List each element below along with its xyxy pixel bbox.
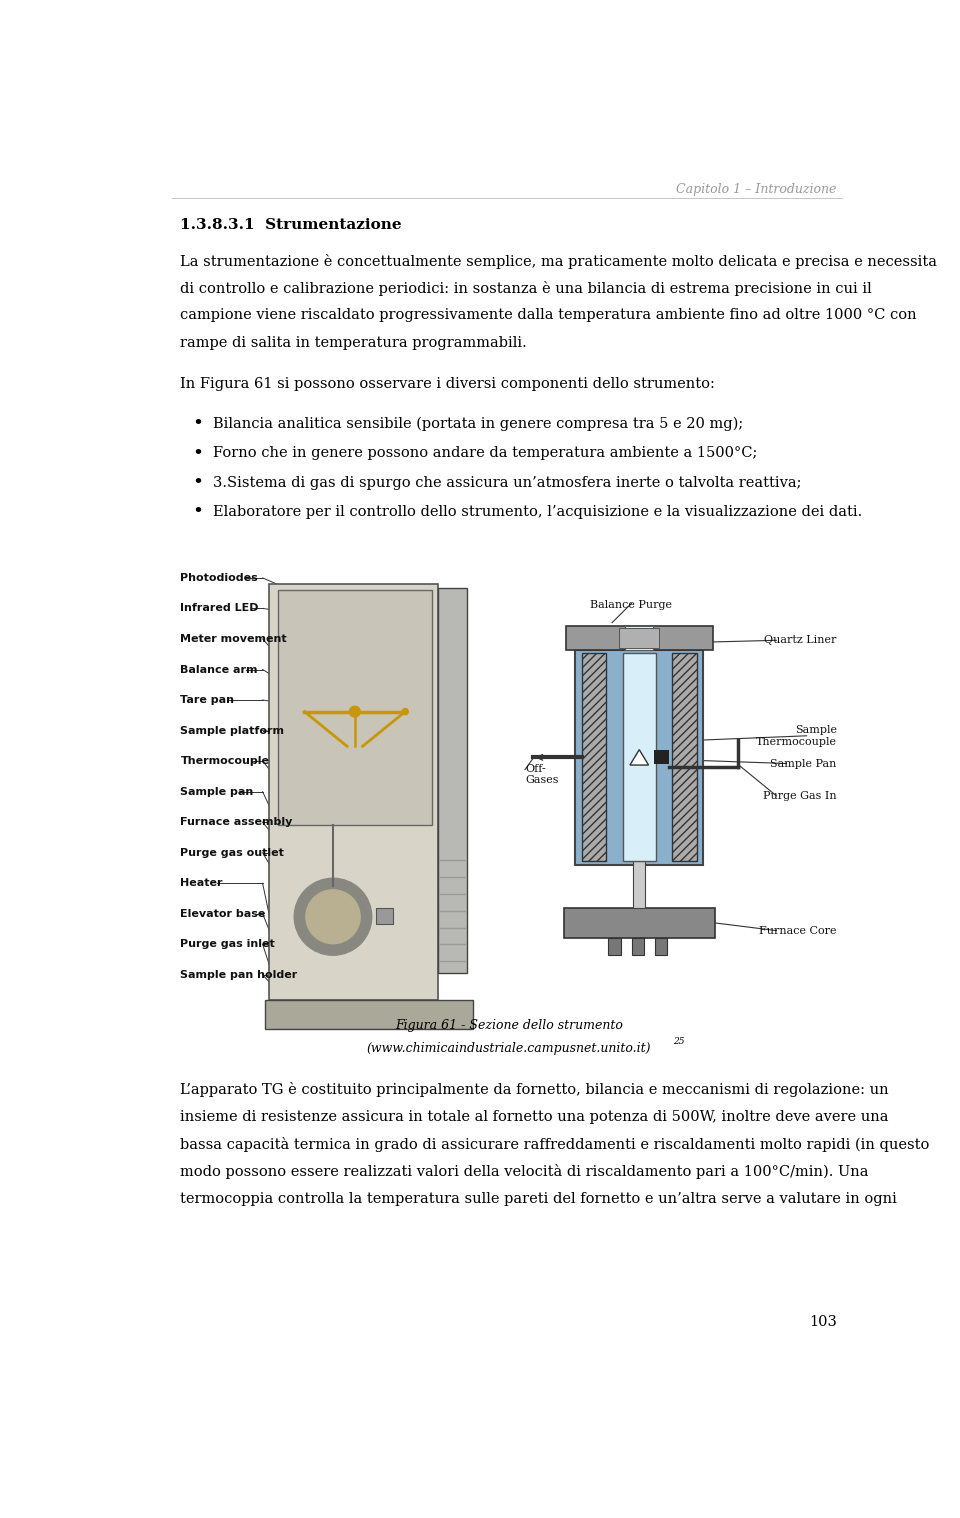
Circle shape <box>349 706 360 716</box>
Text: Tare pan: Tare pan <box>180 695 234 704</box>
Text: Figura 61 - Sezione dello strumento: Figura 61 - Sezione dello strumento <box>395 1019 623 1032</box>
Polygon shape <box>630 750 649 765</box>
Text: termocoppia controlla la temperatura sulle pareti del fornetto e un’altra serve : termocoppia controlla la temperatura sul… <box>180 1192 898 1205</box>
Text: Photodiodes: Photodiodes <box>180 572 258 583</box>
Bar <box>625 627 653 650</box>
Text: bassa capacità termica in grado di assicurare raffreddamenti e riscaldamenti mol: bassa capacità termica in grado di assic… <box>180 1137 930 1152</box>
Text: (www.chimicaindustriale.campusnet.unito.it): (www.chimicaindustriale.campusnet.unito.… <box>367 1043 651 1055</box>
Text: •: • <box>192 504 204 521</box>
Text: Balance Purge: Balance Purge <box>590 600 673 610</box>
Text: Heater: Heater <box>180 879 223 888</box>
Text: •: • <box>192 474 204 492</box>
Bar <box>269 584 438 1000</box>
Text: L’apparato TG è costituito principalmente da fornetto, bilancia e meccanismi di : L’apparato TG è costituito principalment… <box>180 1082 889 1098</box>
Text: Elevator base: Elevator base <box>180 909 266 918</box>
Bar <box>654 750 669 764</box>
Text: di controllo e calibrazione periodici: in sostanza è una bilancia di estrema pre: di controllo e calibrazione periodici: i… <box>180 281 873 296</box>
Bar <box>438 587 468 973</box>
Text: Elaboratore per il controllo dello strumento, l’acquisizione e la visualizzazion: Elaboratore per il controllo dello strum… <box>213 505 862 519</box>
Text: 103: 103 <box>809 1316 837 1330</box>
Text: 25: 25 <box>673 1037 684 1046</box>
Text: Purge Gas In: Purge Gas In <box>763 791 837 802</box>
Text: Furnace assembly: Furnace assembly <box>180 817 293 827</box>
Text: Furnace Core: Furnace Core <box>759 926 837 935</box>
Text: campione viene riscaldato progressivamente dalla temperatura ambiente fino ad ol: campione viene riscaldato progressivamen… <box>180 308 917 322</box>
Text: modo possono essere realizzati valori della velocità di riscaldamento pari a 100: modo possono essere realizzati valori de… <box>180 1164 869 1179</box>
Circle shape <box>295 879 372 955</box>
Text: Sample
Thermocouple: Sample Thermocouple <box>756 726 837 747</box>
Text: Bilancia analitica sensibile (portata in genere compresa tra 5 e 20 mg);: Bilancia analitica sensibile (portata in… <box>213 417 743 431</box>
Text: Meter movement: Meter movement <box>180 635 287 644</box>
Text: In Figura 61 si possono osservare i diversi componenti dello strumento:: In Figura 61 si possono osservare i dive… <box>180 376 715 392</box>
Text: 3.Sistema di gas di spurgo che assicura un’atmosfera inerte o talvolta reattiva;: 3.Sistema di gas di spurgo che assicura … <box>213 475 802 489</box>
FancyBboxPatch shape <box>265 1000 472 1029</box>
Text: rampe di salita in temperatura programmabili.: rampe di salita in temperatura programma… <box>180 335 527 349</box>
Bar <box>609 938 621 955</box>
Text: Balance arm: Balance arm <box>180 665 258 674</box>
Text: Capitolo 1 – Introduzione: Capitolo 1 – Introduzione <box>677 184 837 196</box>
Text: •: • <box>192 445 204 463</box>
Text: Off-
Gases: Off- Gases <box>525 764 559 785</box>
Circle shape <box>402 709 408 715</box>
Bar <box>565 627 713 650</box>
Text: 1.3.8.3.1  Strumentazione: 1.3.8.3.1 Strumentazione <box>180 217 402 232</box>
Text: Forno che in genere possono andare da temperatura ambiente a 1500°C;: Forno che in genere possono andare da te… <box>213 446 757 460</box>
Text: •: • <box>192 416 204 434</box>
Text: Sample pan: Sample pan <box>180 786 253 797</box>
Text: Purge gas inlet: Purge gas inlet <box>180 940 276 949</box>
Bar <box>582 653 607 861</box>
Bar <box>564 908 715 938</box>
Bar <box>672 653 697 861</box>
Bar <box>655 938 667 955</box>
Bar <box>375 908 393 924</box>
Bar <box>623 653 656 861</box>
Text: Infrared LED: Infrared LED <box>180 604 259 613</box>
Text: insieme di resistenze assicura in totale al fornetto una potenza di 500W, inoltr: insieme di resistenze assicura in totale… <box>180 1110 889 1123</box>
Text: Thermocouple: Thermocouple <box>180 756 270 767</box>
Bar <box>575 650 703 865</box>
Bar <box>634 861 645 908</box>
Circle shape <box>306 890 360 944</box>
Bar <box>632 938 644 955</box>
Text: Sample platform: Sample platform <box>180 726 284 736</box>
Bar <box>278 591 432 826</box>
Text: La strumentazione è concettualmente semplice, ma praticamente molto delicata e p: La strumentazione è concettualmente semp… <box>180 254 938 269</box>
Text: Sample pan holder: Sample pan holder <box>180 970 298 979</box>
Text: Purge gas outlet: Purge gas outlet <box>180 847 284 858</box>
Text: Quartz Liner: Quartz Liner <box>764 636 837 645</box>
Text: Sample Pan: Sample Pan <box>771 759 837 768</box>
Bar <box>619 628 660 648</box>
